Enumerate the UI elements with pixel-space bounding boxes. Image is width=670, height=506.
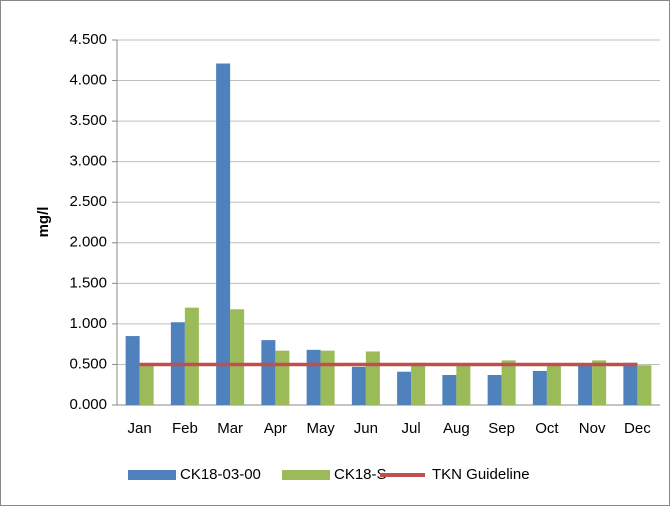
bar <box>216 63 231 406</box>
y-tick-label: 3.000 <box>69 153 107 170</box>
bar <box>637 365 652 405</box>
bar <box>351 366 366 405</box>
y-axis-label: mg/l <box>35 207 52 238</box>
bar <box>365 351 380 405</box>
x-tick-label: Jun <box>354 420 378 437</box>
bar <box>184 307 199 405</box>
bar <box>306 349 321 405</box>
bar <box>456 364 471 405</box>
x-tick-label: Nov <box>579 420 606 437</box>
x-tick-label: Feb <box>172 420 198 437</box>
x-tick-label: Dec <box>624 420 651 437</box>
x-tick-label: Jan <box>128 420 152 437</box>
y-tick-label: 3.500 <box>69 112 107 129</box>
bar <box>139 364 154 405</box>
legend-label: CK18-03-00 <box>180 466 261 483</box>
bar <box>578 364 593 405</box>
bar <box>125 336 140 405</box>
y-tick-label: 1.000 <box>69 315 107 332</box>
bar <box>623 362 638 405</box>
legend-label: CK18-S <box>334 466 387 483</box>
y-tick-label: 0.500 <box>69 355 107 372</box>
x-tick-label: Oct <box>535 420 559 437</box>
x-tick-label: Jul <box>402 420 421 437</box>
bar <box>411 362 426 405</box>
x-tick-label: Aug <box>443 420 470 437</box>
x-tick-label: Apr <box>264 420 287 437</box>
bar <box>592 360 607 405</box>
bar <box>501 360 516 405</box>
legend-label: TKN Guideline <box>432 466 530 483</box>
bar <box>230 309 245 405</box>
y-tick-label: 0.000 <box>69 396 107 413</box>
bar <box>487 374 502 405</box>
x-tick-label: Sep <box>488 420 515 437</box>
y-tick-label: 2.000 <box>69 234 107 251</box>
bar <box>532 370 547 405</box>
bar <box>320 350 335 405</box>
x-tick-label: May <box>306 420 335 437</box>
y-tick-label: 4.500 <box>69 31 107 48</box>
x-tick-label: Mar <box>217 420 243 437</box>
y-tick-label: 4.000 <box>69 72 107 89</box>
bar <box>275 350 290 405</box>
bar <box>546 364 561 405</box>
bar <box>442 374 457 405</box>
y-tick-label: 2.500 <box>69 193 107 210</box>
y-tick-label: 1.500 <box>69 274 107 291</box>
bar <box>397 371 412 405</box>
bar <box>261 340 276 405</box>
legend-swatch <box>128 470 176 480</box>
legend-swatch <box>282 470 330 480</box>
